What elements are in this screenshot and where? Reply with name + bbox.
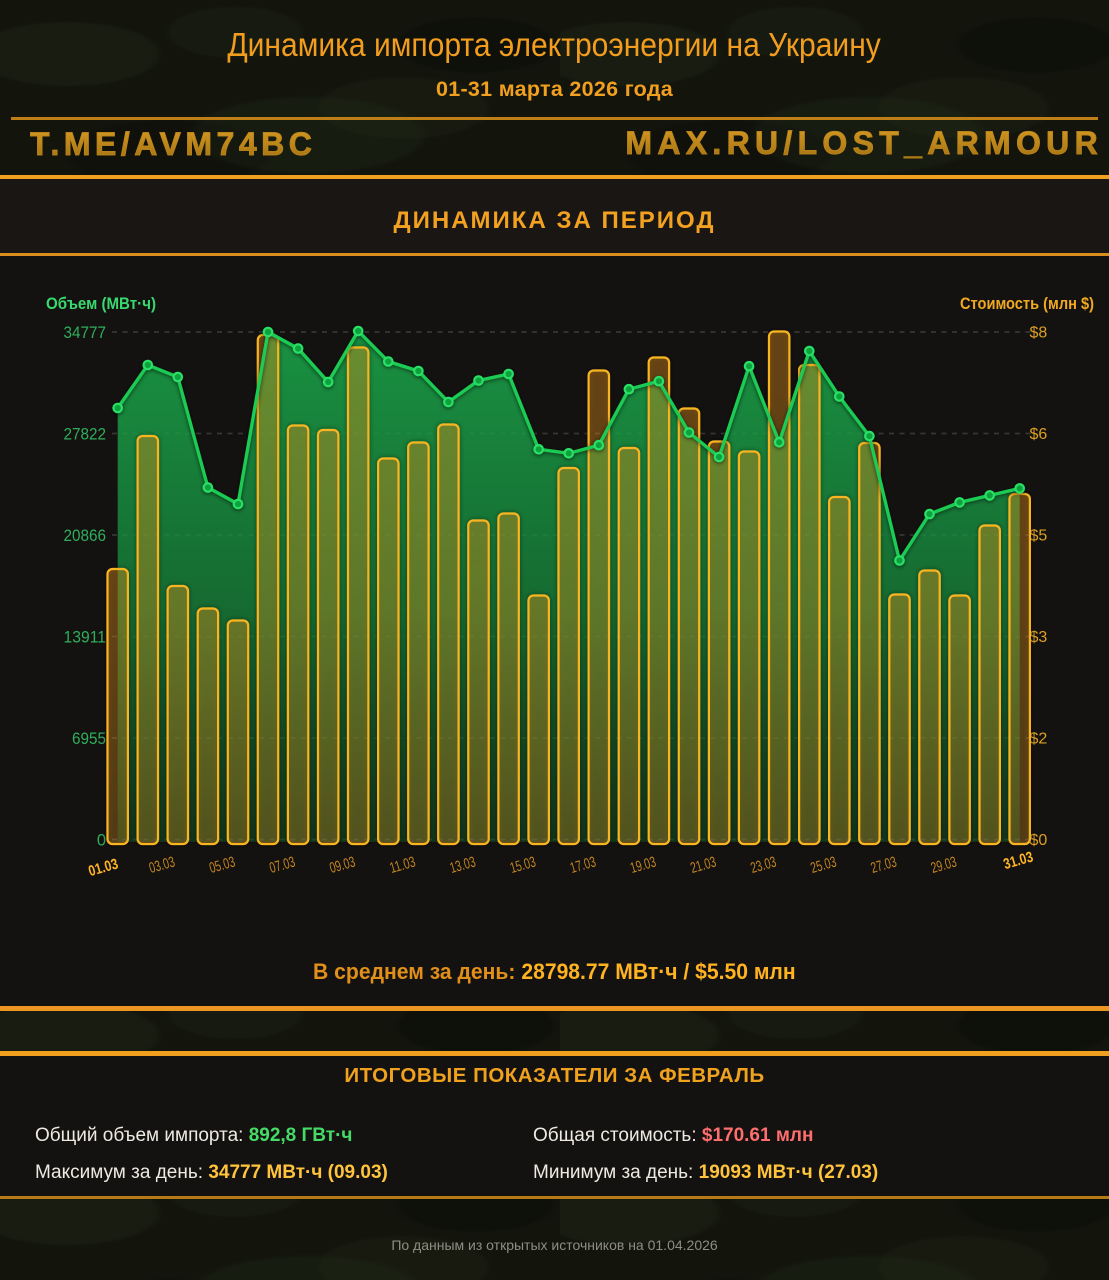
svg-text:19.03: 19.03 (628, 854, 658, 878)
svg-text:05.03: 05.03 (207, 854, 237, 878)
svg-text:$2: $2 (1030, 731, 1048, 748)
svg-text:29.03: 29.03 (929, 854, 959, 878)
svg-text:Стоимость (млн $): Стоимость (млн $) (960, 294, 1094, 313)
svg-text:27.03: 27.03 (869, 854, 899, 878)
svg-text:34777: 34777 (64, 324, 107, 342)
svg-text:$6: $6 (1030, 426, 1048, 443)
svg-text:27822: 27822 (64, 426, 107, 444)
svg-text:21.03: 21.03 (689, 854, 719, 878)
svg-text:0: 0 (97, 832, 106, 850)
svg-text:$3: $3 (1030, 629, 1048, 646)
svg-text:13911: 13911 (64, 629, 107, 647)
svg-text:17.03: 17.03 (568, 854, 598, 878)
svg-text:15.03: 15.03 (508, 854, 538, 878)
svg-text:Объем (МВт·ч): Объем (МВт·ч) (46, 294, 156, 313)
svg-text:07.03: 07.03 (268, 854, 298, 878)
svg-text:11.03: 11.03 (388, 854, 418, 878)
svg-text:$8: $8 (1030, 325, 1048, 342)
svg-text:09.03: 09.03 (328, 854, 358, 878)
svg-text:20866: 20866 (64, 527, 107, 545)
svg-text:$0: $0 (1030, 832, 1048, 849)
svg-text:6955: 6955 (72, 730, 106, 748)
svg-text:31.03: 31.03 (1002, 849, 1036, 874)
svg-text:01.03: 01.03 (87, 856, 121, 881)
svg-text:03.03: 03.03 (147, 854, 177, 878)
svg-text:25.03: 25.03 (809, 854, 839, 878)
svg-text:13.03: 13.03 (448, 854, 478, 878)
svg-text:$5: $5 (1030, 528, 1048, 545)
svg-text:23.03: 23.03 (749, 854, 779, 878)
